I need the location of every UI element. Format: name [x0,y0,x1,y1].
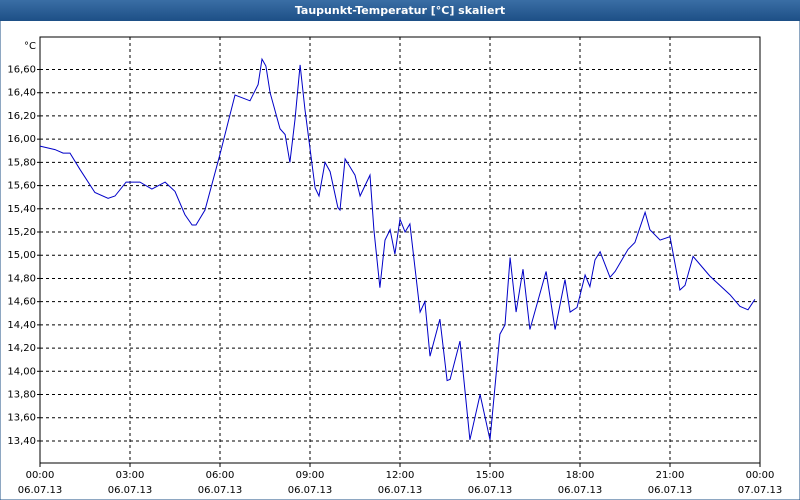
x-tick-date: 06.07.13 [288,485,333,496]
x-tick-label: 06:00 [206,470,235,481]
y-tick-label: 13,80 [7,390,36,401]
x-tick-date: 06.07.13 [558,485,603,496]
x-tick-label: 00:00 [26,470,55,481]
y-tick-label: 13,60 [7,413,36,424]
y-tick-label: 16,40 [7,88,36,99]
x-tick-label: 12:00 [386,470,415,481]
y-tick-label: 15,00 [7,250,36,261]
title-bar [0,0,800,21]
y-tick-label: 16,00 [7,134,36,145]
x-tick-date: 06.07.13 [18,485,63,496]
x-tick-date: 06.07.13 [198,485,243,496]
x-tick-date: 06.07.13 [468,485,513,496]
y-unit: °C [24,41,36,52]
x-tick-label: 00:00 [746,470,775,481]
y-tick-label: 16,60 [7,65,36,76]
y-tick-label: 15,60 [7,181,36,192]
data-line [39,57,756,440]
x-tick-date: 07.07.13 [738,485,783,496]
y-tick-label: 15,40 [7,204,36,215]
x-tick-label: 03:00 [116,470,145,481]
y-tick-label: 16,20 [7,111,36,122]
y-tick-label: 14,40 [7,320,36,331]
y-tick-label: 15,80 [7,157,36,168]
y-tick-label: 15,20 [7,227,36,238]
x-tick-date: 06.07.13 [378,485,423,496]
x-tick-date: 06.07.13 [648,485,693,496]
x-tick-label: 21:00 [656,470,685,481]
x-tick-label: 15:00 [476,470,505,481]
x-tick-label: 09:00 [296,470,325,481]
y-tick-label: 14,00 [7,366,36,377]
y-tick-label: 14,60 [7,297,36,308]
y-tick-label: 14,80 [7,273,36,284]
y-tick-label: 14,20 [7,343,36,354]
y-tick-label: 13,40 [7,436,36,447]
chart-title: Taupunkt-Temperatur [°C] skaliert [295,4,505,17]
x-tick-date: 06.07.13 [108,485,153,496]
x-tick-label: 18:00 [566,470,595,481]
